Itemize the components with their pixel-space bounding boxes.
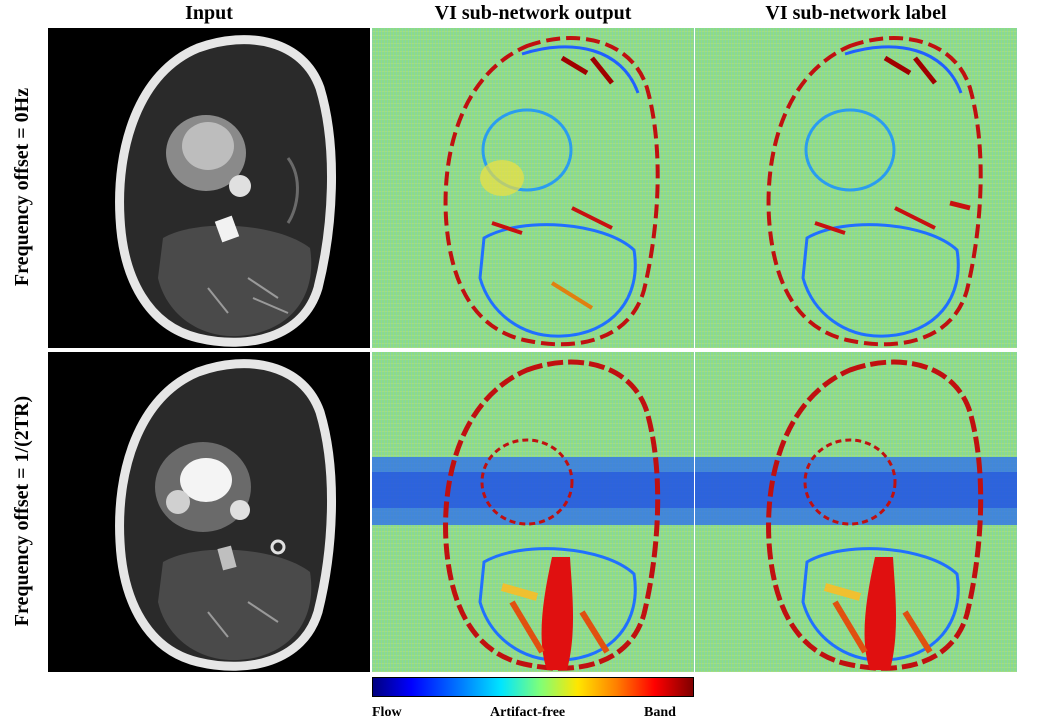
vi-output-half-tr xyxy=(372,352,694,672)
mri-slice-0hz xyxy=(115,35,336,347)
input-image-half-tr xyxy=(48,352,370,672)
colorbar-label-artifact-free: Artifact-free xyxy=(490,705,566,720)
vi-label-half-tr xyxy=(695,352,1017,672)
colorbar xyxy=(372,677,694,697)
column-title-label: VI sub-network label xyxy=(765,2,947,24)
vi-label-map-0hz xyxy=(766,36,983,347)
colorbar-label-band: Band xyxy=(644,705,676,720)
column-title-output: VI sub-network output xyxy=(434,2,632,24)
vi-label-map-half-tr xyxy=(695,359,1017,671)
vi-output-0hz xyxy=(372,28,694,348)
row-label-half-tr: Frequency offset = 1/(2TR) xyxy=(11,395,33,627)
input-image-0hz xyxy=(48,28,370,348)
vi-output-map-0hz xyxy=(443,36,660,347)
vi-label-0hz xyxy=(695,28,1017,348)
colorbar-label-flow: Flow xyxy=(372,705,402,720)
vi-output-map-half-tr xyxy=(372,359,694,671)
mri-slice-half-tr xyxy=(115,359,336,671)
column-title-input: Input xyxy=(185,2,233,24)
row-label-0hz: Frequency offset = 0Hz xyxy=(11,87,33,287)
